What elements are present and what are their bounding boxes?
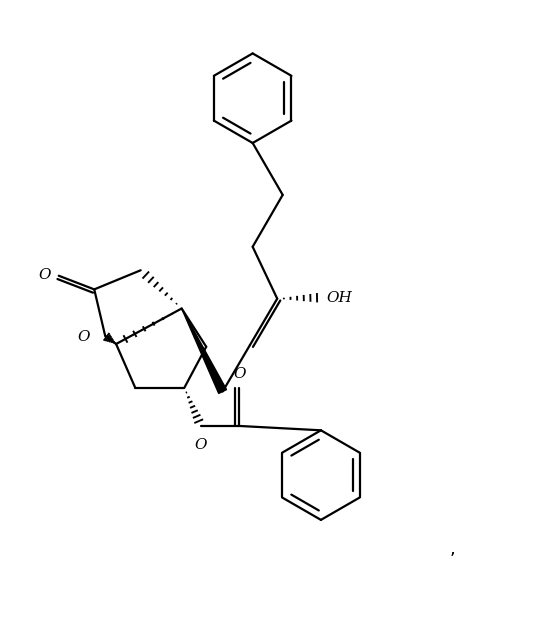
Text: O: O — [234, 367, 247, 381]
Text: O: O — [77, 330, 90, 344]
Text: ,: , — [449, 540, 455, 558]
Polygon shape — [182, 308, 227, 394]
Text: O: O — [194, 438, 207, 452]
Text: O: O — [38, 268, 51, 281]
Text: OH: OH — [327, 291, 352, 305]
